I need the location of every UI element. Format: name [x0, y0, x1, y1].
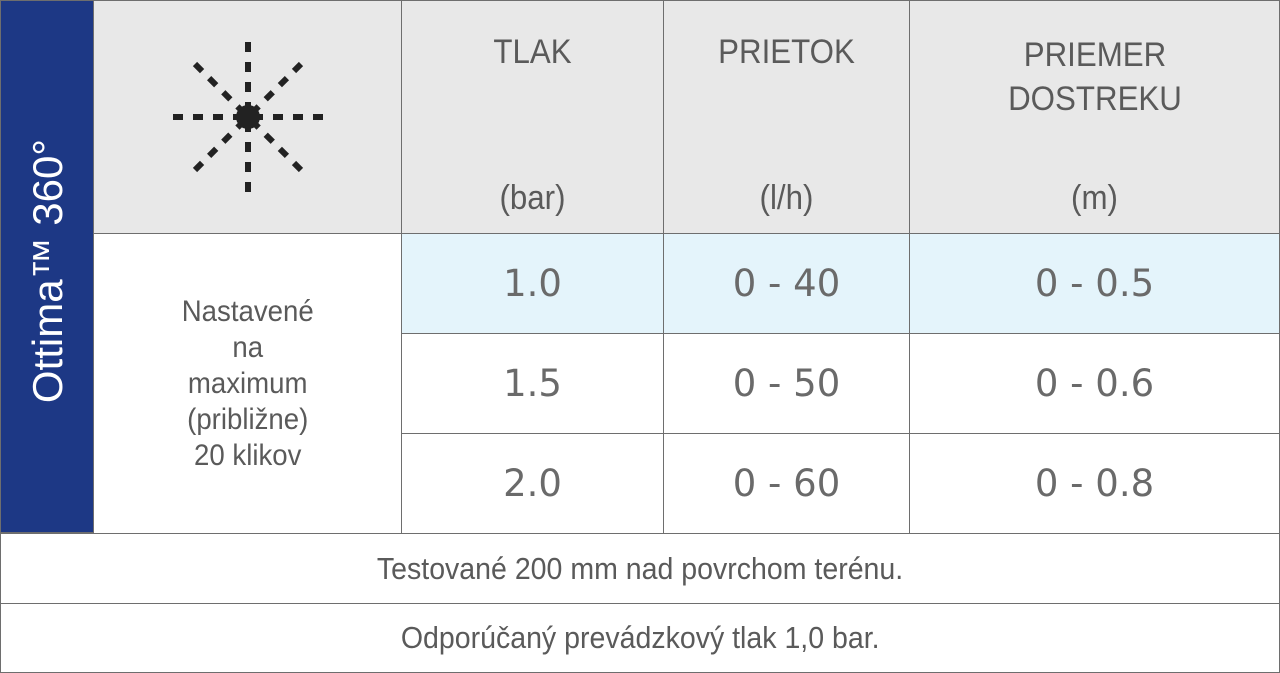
table-cell: 1.5	[401, 333, 664, 434]
header-label: PRIEMER DOSTREKU	[1008, 36, 1182, 118]
table-cell: 1.0	[401, 233, 664, 334]
icon-cell	[93, 0, 402, 234]
header-unit: (bar)	[499, 179, 566, 217]
table-cell: 0 - 40	[663, 233, 910, 334]
header-unit: (m)	[1071, 179, 1118, 217]
table-cell: 0 - 0.6	[909, 333, 1280, 434]
table-cell: 2.0	[401, 433, 664, 534]
note-line: Nastavené	[181, 294, 314, 328]
footnote-text: Testované 200 mm nad povrchom terénu.	[376, 550, 904, 586]
table-cell: 0 - 0.5	[909, 233, 1280, 334]
header-label: PRIETOK	[718, 33, 855, 71]
table-cell: 0 - 60	[663, 433, 910, 534]
table-cell: 0 - 50	[663, 333, 910, 434]
product-name: Ottima™ 360°	[24, 138, 71, 404]
footnote-test-height: Testované 200 mm nad povrchom terénu.	[0, 533, 1280, 604]
header-diameter: PRIEMER DOSTREKU (m)	[909, 0, 1280, 234]
note-line: maximum	[187, 366, 308, 400]
product-name-banner: Ottima™ 360°	[0, 0, 94, 533]
header-unit: (l/h)	[759, 179, 814, 217]
note-line: 20 klikov	[193, 438, 302, 472]
setting-note: Nastavené na maximum (približne) 20 klik…	[93, 233, 402, 534]
footnote-text: Odporúčaný prevádzkový tlak 1,0 bar.	[400, 620, 880, 655]
header-label: TLAK	[493, 33, 572, 71]
header-flow: PRIETOK (l/h)	[663, 0, 910, 234]
header-pressure: TLAK (bar)	[401, 0, 664, 234]
note-line: na	[232, 330, 263, 364]
spray-pattern-360-icon	[172, 42, 323, 192]
table-cell: 0 - 0.8	[909, 433, 1280, 534]
footnote-recommended-pressure: Odporúčaný prevádzkový tlak 1,0 bar.	[0, 603, 1280, 673]
note-line: (približne)	[186, 402, 309, 436]
